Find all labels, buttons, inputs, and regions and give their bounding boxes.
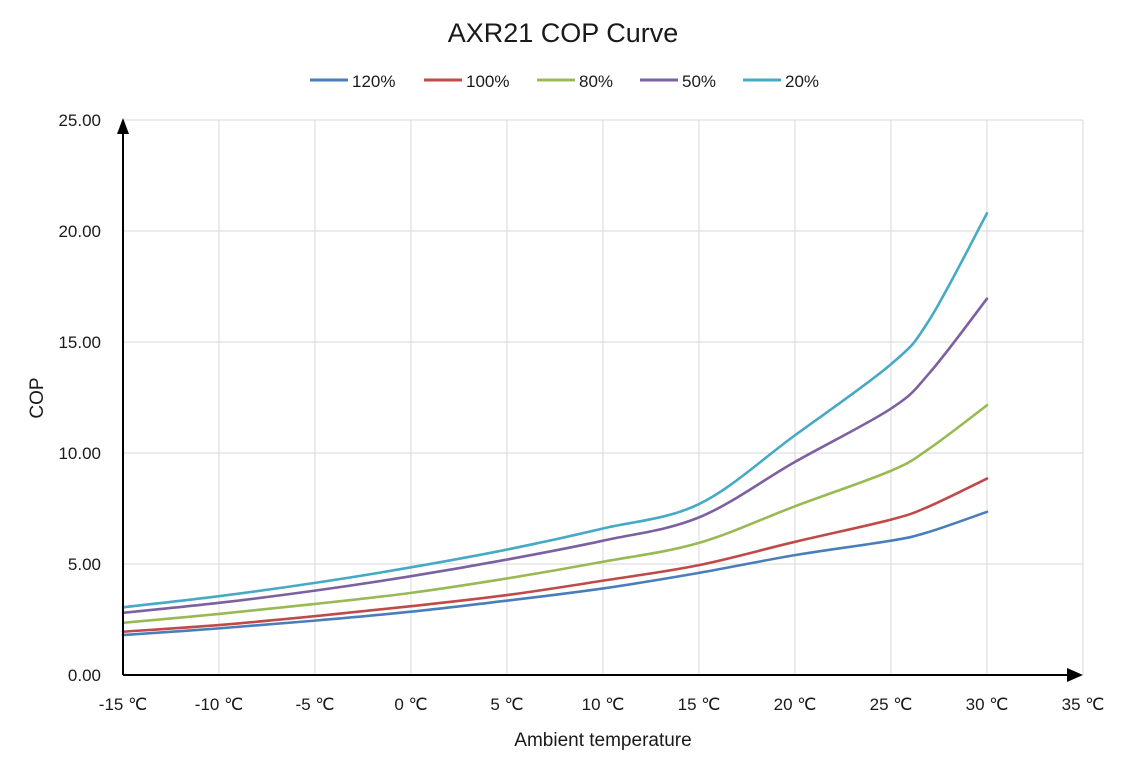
- axes: [117, 118, 1083, 682]
- series-line-100-pct: [121, 477, 989, 634]
- x-tick-label: -10 ℃: [195, 695, 243, 714]
- x-tick-label: -5 ℃: [296, 695, 335, 714]
- x-tick-label: 15 ℃: [678, 695, 721, 714]
- y-tick-label: 25.00: [58, 111, 101, 130]
- y-tick-label: 0.00: [68, 666, 101, 685]
- y-axis-arrow: [117, 118, 129, 134]
- series-lines: [121, 211, 989, 637]
- y-tick-label: 5.00: [68, 555, 101, 574]
- series-line-50-pct: [121, 297, 989, 615]
- x-tick-label: 25 ℃: [870, 695, 913, 714]
- x-tick-labels: -15 ℃ -10 ℃ -5 ℃ 0 ℃ 5 ℃ 10 ℃ 15 ℃ 20 ℃ 25 ℃ 30 ℃…: [99, 695, 1105, 714]
- y-tick-label: 10.00: [58, 444, 101, 463]
- series-line-80-pct: [121, 403, 989, 625]
- x-tick-label: 10 ℃: [582, 695, 625, 714]
- legend-label: 50%: [682, 72, 716, 91]
- y-tick-label: 20.00: [58, 222, 101, 241]
- legend-label: 20%: [785, 72, 819, 91]
- x-tick-label: 20 ℃: [774, 695, 817, 714]
- x-tick-label: -15 ℃: [99, 695, 147, 714]
- legend-label: 100%: [466, 72, 509, 91]
- chart-title: AXR21 COP Curve: [448, 18, 679, 48]
- y-axis-title: COP: [27, 377, 48, 418]
- x-tick-label: 35 ℃: [1062, 695, 1105, 714]
- x-tick-label: 0 ℃: [394, 695, 427, 714]
- legend-label: 80%: [579, 72, 613, 91]
- series-line-20-pct: [121, 211, 989, 609]
- x-tick-label: 30 ℃: [966, 695, 1009, 714]
- x-axis-arrow: [1067, 668, 1083, 682]
- x-tick-label: 5 ℃: [490, 695, 523, 714]
- series-line-120-pct: [121, 510, 989, 637]
- y-tick-label: 15.00: [58, 333, 101, 352]
- gridlines: [123, 119, 1084, 675]
- x-axis-title: Ambient temperature: [514, 730, 691, 751]
- y-tick-labels: 0.00 5.00 10.00 15.00 20.00 25.00: [58, 111, 101, 685]
- legend: 120% 100% 80% 50% 20%: [310, 72, 819, 91]
- legend-label: 120%: [352, 72, 395, 91]
